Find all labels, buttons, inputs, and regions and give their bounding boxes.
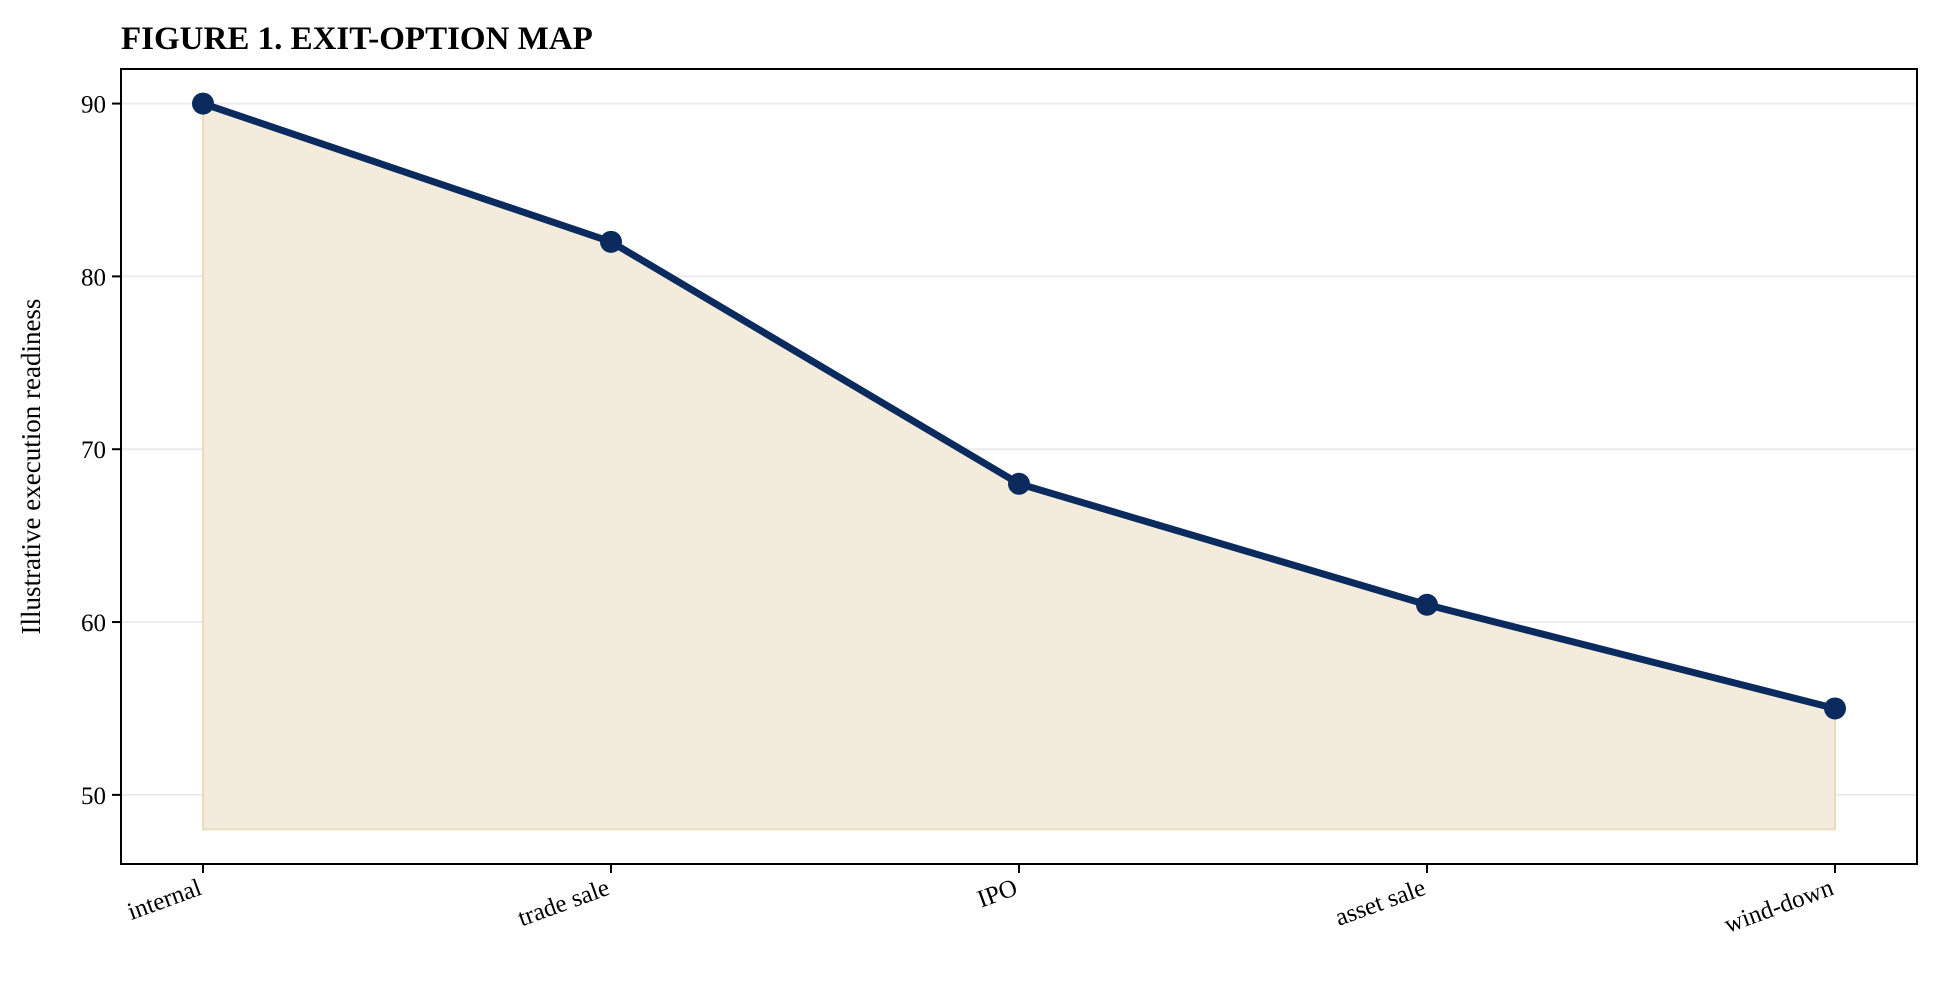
data-point — [192, 92, 214, 115]
data-point — [600, 230, 622, 253]
area-fill — [202, 102, 1836, 831]
y-axis-ticks: 50 60 70 80 90 — [81, 92, 121, 810]
x-tick-label: asset sale — [1332, 874, 1429, 931]
x-tick-label: IPO — [974, 874, 1021, 913]
y-axis-label: Illustrative execution readiness — [16, 299, 46, 635]
data-point — [1416, 593, 1438, 616]
x-axis-ticks: internal trade sale IPO asset sale wind-down — [124, 864, 1838, 939]
data-point — [1008, 472, 1030, 495]
y-tick-label: 80 — [81, 264, 106, 291]
y-tick-label: 60 — [81, 610, 106, 637]
x-tick-label: internal — [124, 874, 205, 926]
y-tick-label: 50 — [81, 783, 106, 810]
chart-title: FIGURE 1. EXIT-OPTION MAP — [121, 21, 593, 57]
data-points — [192, 92, 1846, 720]
area-fill-layer — [202, 102, 1836, 831]
y-tick-label: 70 — [81, 437, 106, 464]
y-tick-label: 90 — [81, 92, 106, 119]
data-point — [1824, 697, 1846, 720]
x-tick-label: wind-down — [1721, 874, 1838, 938]
x-tick-label: trade sale — [514, 874, 613, 932]
